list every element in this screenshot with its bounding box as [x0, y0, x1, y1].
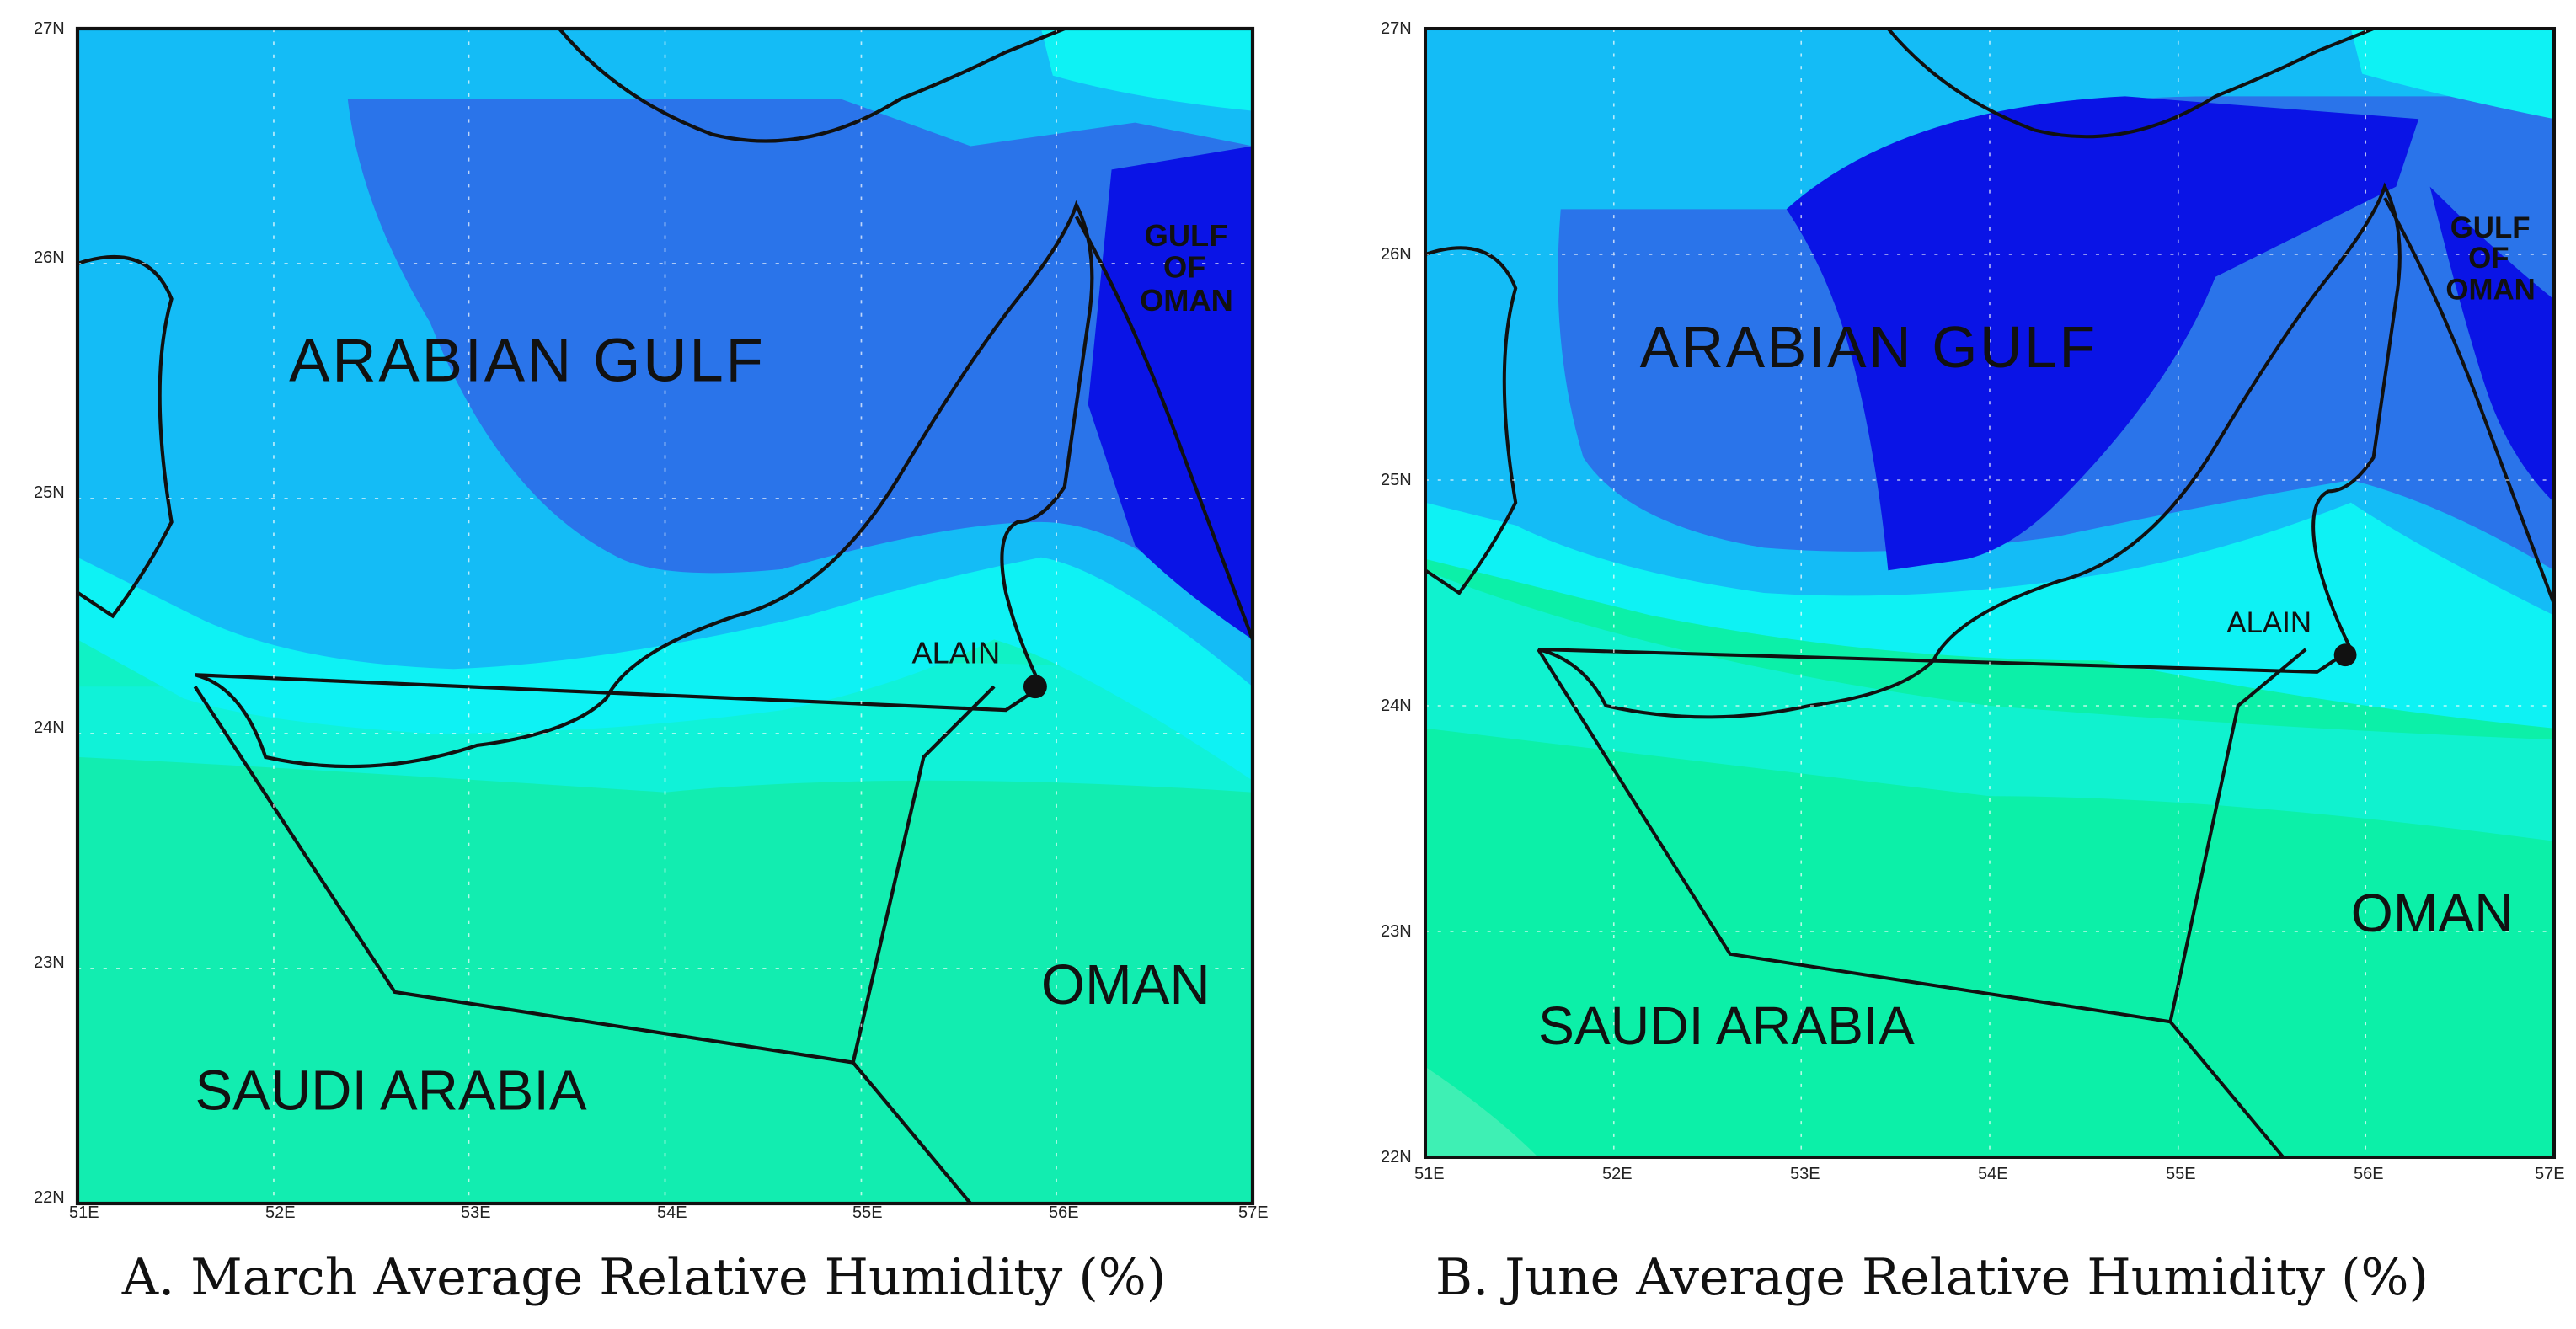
x-tick: 54E — [1978, 1165, 2008, 1183]
oman-coastline — [2383, 197, 2556, 606]
map-frame — [1423, 26, 2557, 1160]
grid-lines — [1425, 29, 2555, 1158]
grid-lines — [77, 29, 1253, 1204]
qatar-coastline — [76, 254, 174, 619]
map-caption: A. March Average Relative Humidity (%) — [121, 1248, 1167, 1307]
x-axis-ticks: 51E 52E 53E 54E 55E 56E 57E — [1414, 1165, 2565, 1183]
oman-label: OMAN — [2351, 883, 2514, 943]
x-tick: 51E — [69, 1204, 99, 1222]
y-tick: 22N — [1381, 1148, 1412, 1166]
humidity-band-dark-blue — [347, 99, 1253, 640]
march-humidity-map: ALAIN ARABIAN GULF GULF OF OMAN OMAN SAU… — [34, 19, 1269, 1222]
alain-marker — [1023, 675, 1047, 699]
oman-sea-label: OMAN — [2445, 274, 2535, 307]
x-tick: 56E — [2354, 1165, 2384, 1183]
saudi-arabia-label: SAUDI ARABIA — [195, 1059, 587, 1122]
march-humidity-map-panel: ALAIN ARABIAN GULF GULF OF OMAN OMAN SAU… — [34, 19, 1269, 1307]
x-tick: 55E — [852, 1204, 883, 1222]
humidity-band-light — [1425, 1066, 1538, 1157]
map-frame — [75, 26, 1255, 1206]
june-humidity-map-panel: ALAIN ARABIAN GULF GULF OF OMAN OMAN SAU… — [1288, 0, 2576, 1329]
x-tick: 57E — [2535, 1165, 2565, 1183]
of-label: OF — [2468, 242, 2509, 275]
north-coast-band — [1040, 29, 1253, 111]
y-tick: 27N — [1381, 19, 1412, 38]
gulf-of-oman-band — [2429, 186, 2554, 503]
x-tick: 52E — [1602, 1165, 1633, 1183]
y-tick: 25N — [1381, 471, 1412, 489]
x-tick: 51E — [1414, 1165, 1445, 1183]
x-tick: 55E — [2166, 1165, 2196, 1183]
oman-saudi-border — [2168, 1020, 2285, 1159]
oman-label: OMAN — [1041, 953, 1211, 1017]
x-tick: 53E — [1790, 1165, 1820, 1183]
y-tick: 27N — [34, 19, 65, 38]
y-tick: 23N — [34, 953, 65, 972]
y-tick: 25N — [34, 483, 65, 502]
oman-sea-label: OMAN — [1140, 283, 1233, 318]
x-tick: 57E — [1238, 1204, 1269, 1222]
arabian-gulf-label: ARABIAN GULF — [289, 327, 766, 395]
uae-coastline — [1537, 182, 2402, 719]
y-axis-ticks: 22N 23N 24N 25N 26N 27N — [34, 19, 65, 1207]
humidity-band-deep-blue — [1088, 146, 1253, 640]
alain-label: ALAIN — [2226, 606, 2311, 639]
x-tick: 52E — [265, 1204, 296, 1222]
iran-coastline — [1886, 27, 2375, 139]
x-tick: 53E — [461, 1204, 491, 1222]
map-caption: B. June Average Relative Humidity (%) — [1435, 1248, 2429, 1307]
y-tick: 26N — [1381, 245, 1412, 264]
gulf-label: GULF — [2450, 211, 2531, 244]
uae-coastline — [194, 200, 1094, 769]
arabian-gulf-label: ARABIAN GULF — [1640, 314, 2098, 380]
alain-label: ALAIN — [911, 635, 1000, 670]
x-axis-ticks: 51E 52E 53E 54E 55E 56E 57E — [69, 1204, 1269, 1222]
saudi-arabia-label: SAUDI ARABIA — [1538, 995, 1915, 1056]
june-humidity-map: ALAIN ARABIAN GULF GULF OF OMAN OMAN SAU… — [1381, 19, 2565, 1183]
oman-saudi-border — [852, 1061, 972, 1205]
humidity-band-mid — [1425, 570, 2554, 841]
y-tick: 26N — [34, 248, 65, 267]
y-tick: 23N — [1381, 922, 1412, 941]
y-tick: 24N — [1381, 697, 1412, 715]
north-coast-band — [2350, 29, 2554, 120]
gulf-label: GULF — [1145, 218, 1228, 253]
humidity-band-deep-blue — [1786, 96, 2419, 571]
oman-coastline — [1074, 216, 1254, 641]
humidity-band-low — [77, 686, 1253, 1204]
y-tick: 24N — [34, 718, 65, 737]
iran-coastline — [558, 27, 1066, 143]
alain-marker — [2333, 643, 2357, 667]
y-axis-ticks: 22N 23N 24N 25N 26N 27N — [1381, 19, 1412, 1166]
x-tick: 54E — [657, 1204, 687, 1222]
y-tick: 22N — [34, 1188, 65, 1207]
x-tick: 56E — [1049, 1204, 1079, 1222]
of-label: OF — [1163, 250, 1205, 285]
